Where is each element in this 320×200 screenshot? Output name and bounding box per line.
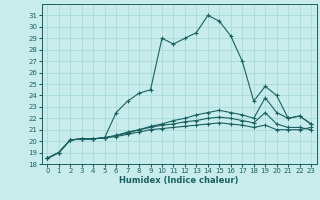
X-axis label: Humidex (Indice chaleur): Humidex (Indice chaleur)	[119, 176, 239, 185]
